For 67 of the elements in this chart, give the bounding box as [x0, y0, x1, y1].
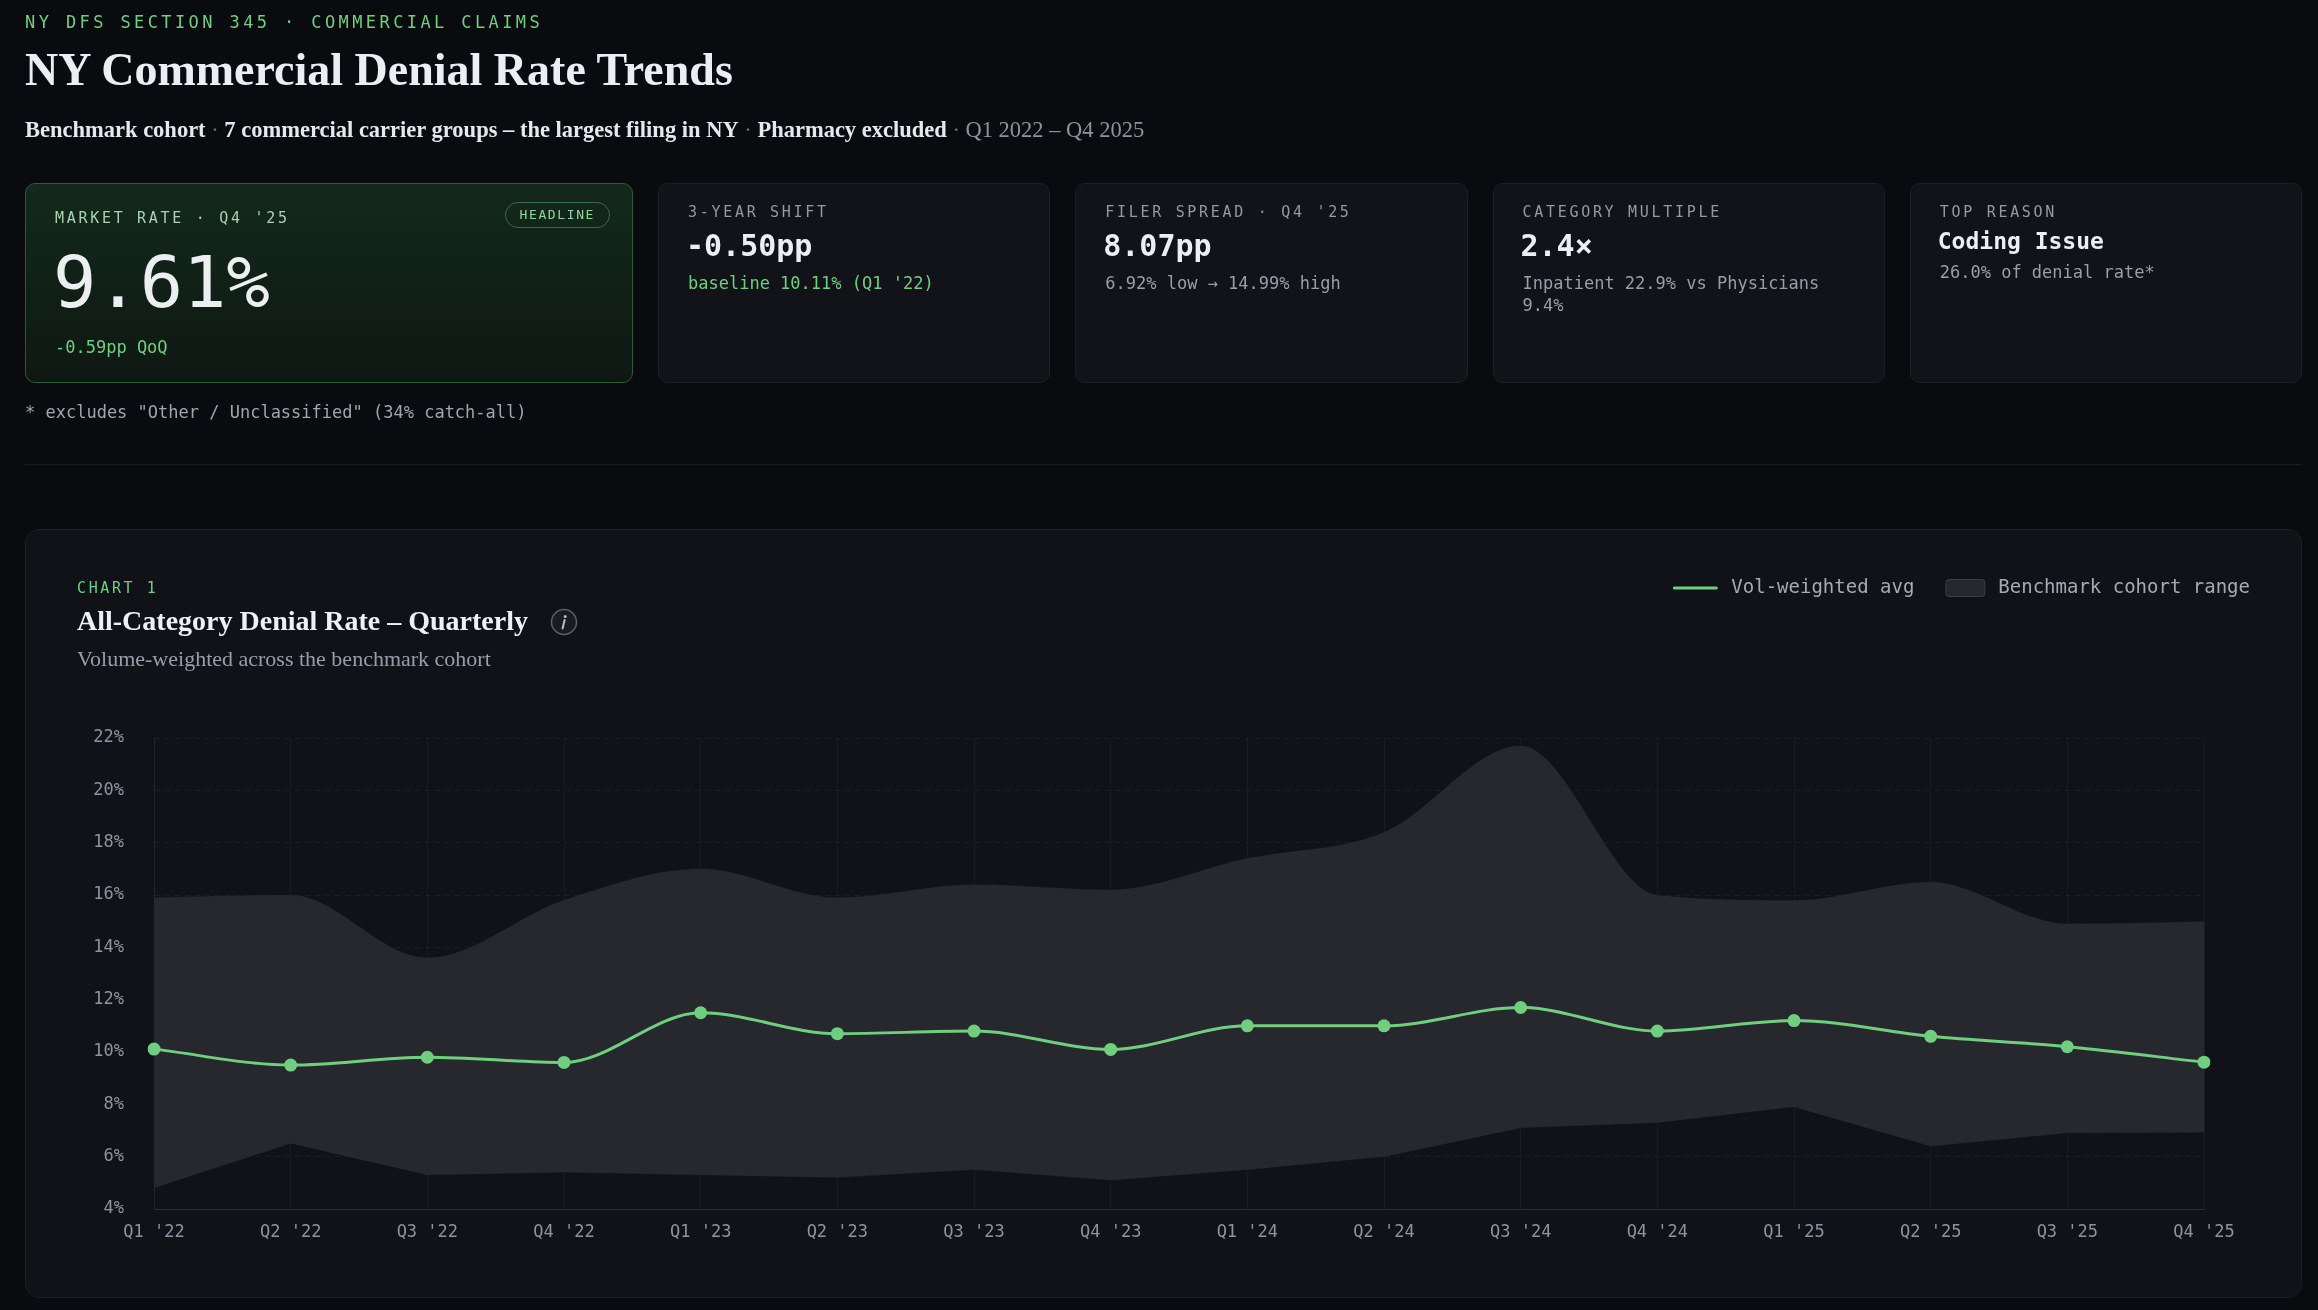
text: TOP REASON: [1939, 202, 2058, 222]
x-tick-label: Q3 '22: [396, 1220, 459, 1241]
text: Benchmark cohort · 7 commercial carrier groups – the largest filing in NY · Pharmacy excluded · Q1 2022 – Q4 2025: [25, 117, 1145, 142]
point: [1924, 1029, 1938, 1043]
x-tick-label: Q4 '24: [1626, 1220, 1689, 1241]
text: HEADLINE: [504, 202, 610, 228]
y-tick-label: 10%: [93, 1040, 124, 1061]
legend-label: Vol-weighted avg: [1731, 574, 1915, 597]
text: CATEGORY MULTIPLE: [1522, 202, 1722, 222]
x-tick-label: Q4 '25: [2173, 1220, 2235, 1241]
y-tick-label: 12%: [93, 988, 124, 1009]
text: -0.50pp: [686, 228, 813, 264]
y-tick-label: 18%: [93, 831, 124, 852]
text: baseline 10.11% (Q1 '22): [688, 272, 935, 294]
y-tick-label: 4%: [103, 1197, 124, 1218]
chart-title: All-Category Denial Rate – Quarterly: [77, 604, 528, 638]
point: [557, 1055, 571, 1069]
text: FILER SPREAD · Q4 '25: [1105, 202, 1352, 222]
y-tick-label: 20%: [93, 778, 124, 799]
x-tick-label: Q2 '25: [1899, 1220, 1962, 1241]
x-tick-label: Q1 '23: [669, 1220, 732, 1241]
y-tick-label: 22%: [93, 726, 124, 747]
point: [1104, 1042, 1118, 1056]
x-tick-label: Q3 '23: [943, 1220, 1005, 1241]
x-tick-label: Q2 '23: [806, 1220, 869, 1241]
x-tick-label: Q3 '25: [2036, 1220, 2099, 1241]
x-tick-label: Q2 '22: [259, 1220, 322, 1241]
text: 6.92% low → 14.99% high: [1105, 272, 1342, 294]
text: -0.59pp QoQ: [55, 336, 169, 358]
point: [1514, 1001, 1528, 1015]
point: [420, 1050, 434, 1064]
point: [830, 1027, 844, 1041]
text: NY DFS SECTION 345 · COMMERCIAL CLAIMS: [25, 12, 544, 32]
x-tick-label: Q1 '25: [1763, 1220, 1825, 1241]
point: [1377, 1019, 1391, 1033]
point: [284, 1058, 298, 1072]
text: 26.0% of denial rate*: [1939, 261, 2156, 283]
text: NY Commercial Denial Rate Trends: [25, 43, 733, 97]
text: 8.07pp: [1103, 228, 1212, 264]
point: [2060, 1040, 2074, 1054]
caption: CHART 1: [77, 578, 159, 598]
text: MARKET RATE · Q4 '25: [55, 208, 290, 228]
point: [1650, 1024, 1664, 1038]
x-tick-label: Q1 '22: [123, 1220, 185, 1241]
text: 9.61%: [53, 240, 270, 324]
point: [1240, 1019, 1254, 1033]
text: 3-YEAR SHIFT: [688, 202, 829, 222]
y-tick-label: 14%: [93, 935, 124, 956]
legend-label: Benchmark cohort range: [1998, 574, 2251, 597]
x-tick-label: Q4 '23: [1079, 1220, 1142, 1241]
y-tick-label: 16%: [93, 883, 124, 904]
x-tick-label: Q4 '22: [533, 1220, 595, 1241]
point: [694, 1006, 708, 1020]
x-tick-label: Q2 '24: [1353, 1220, 1415, 1241]
text: * excludes "Other / Unclassified" (34% catch-all): [25, 401, 527, 423]
chart-subtitle: Volume-weighted across the benchmark cohort: [77, 645, 491, 673]
x-tick-label: Q1 '24: [1216, 1220, 1279, 1241]
point: [1787, 1014, 1801, 1028]
text: Inpatient 22.9% vs Physicians 9.4%: [1522, 272, 1821, 316]
y-tick-label: 6%: [103, 1145, 124, 1166]
point: [2197, 1055, 2211, 1069]
x-tick-label: Q3 '24: [1489, 1220, 1552, 1241]
point: [967, 1024, 981, 1038]
point: [147, 1042, 161, 1056]
text: 2.4×: [1520, 228, 1593, 264]
text: Coding Issue: [1937, 227, 2104, 256]
y-tick-label: 8%: [103, 1092, 124, 1113]
